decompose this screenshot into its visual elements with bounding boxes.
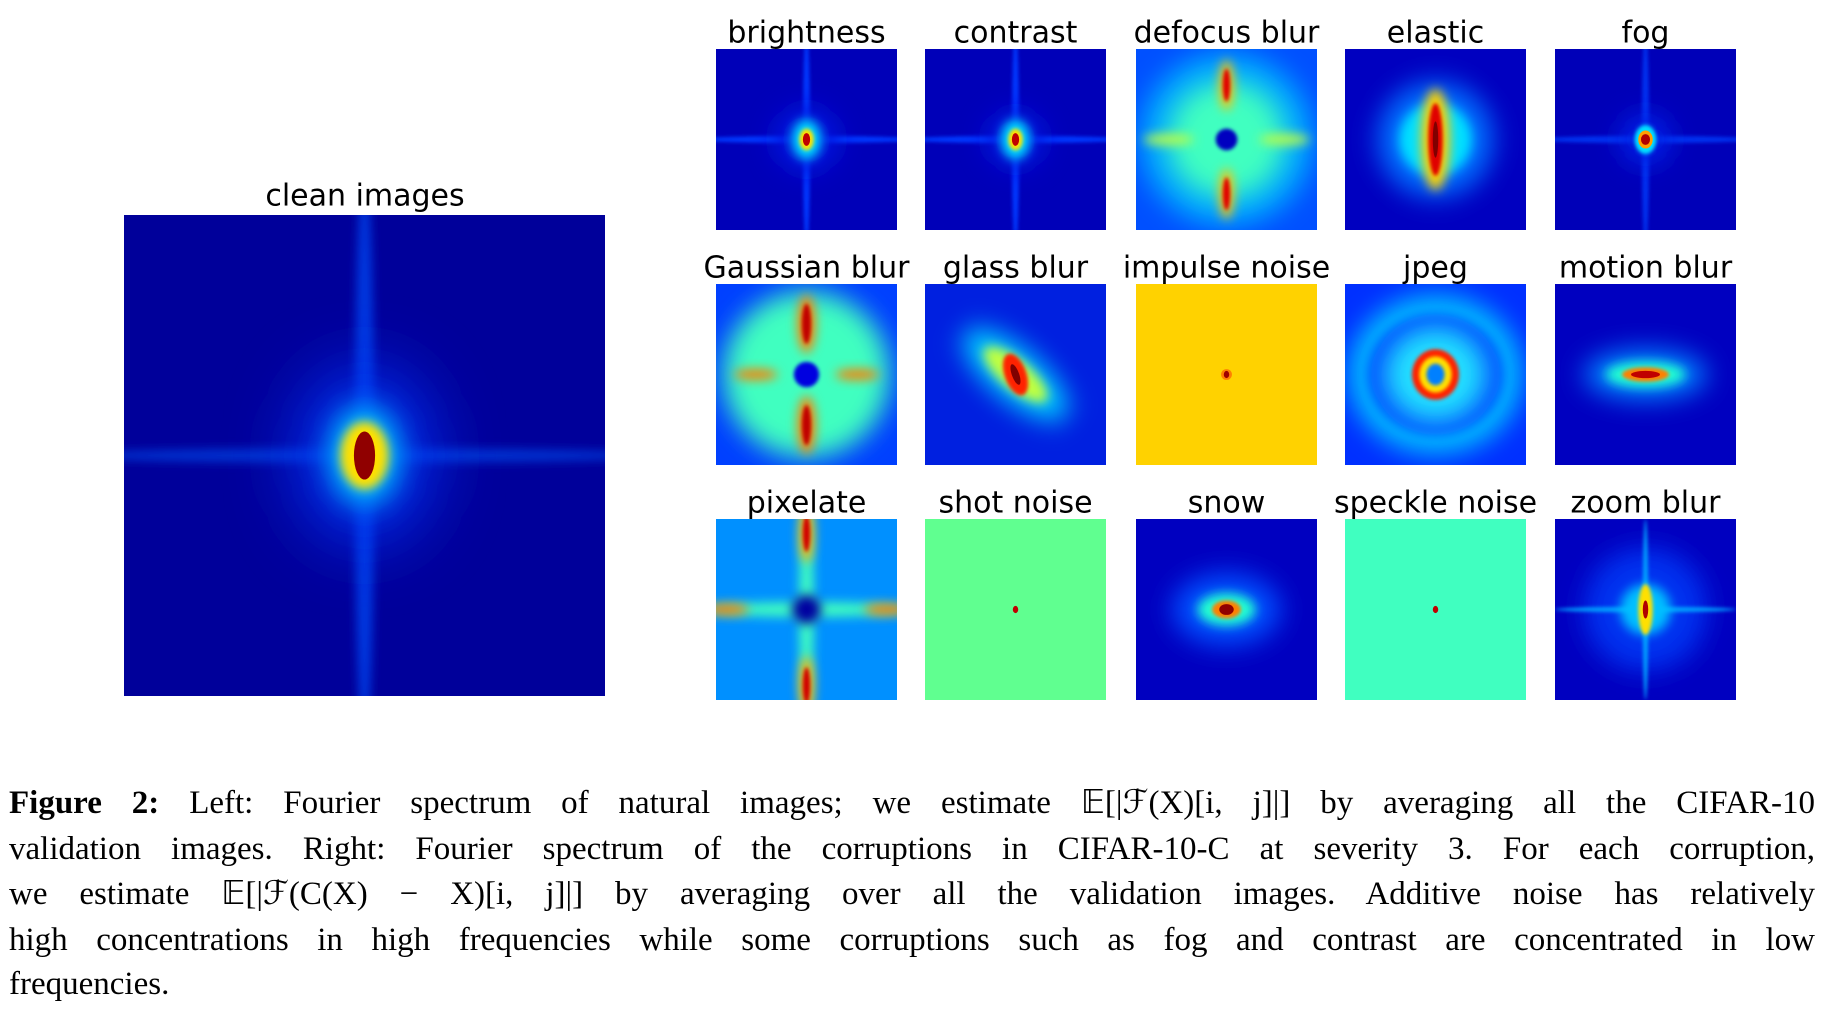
panel-spectrum	[1345, 49, 1526, 230]
heatmap-blob	[1432, 605, 1439, 614]
heatmap-blob	[1426, 363, 1445, 386]
heatmap-blob	[1012, 605, 1019, 614]
heatmap-blob	[801, 303, 812, 344]
panel-spectrum	[716, 519, 897, 700]
caption-line: high concentrations in high frequencies …	[9, 922, 1815, 958]
heatmap-blob	[1640, 134, 1651, 145]
heatmap-blob	[801, 405, 812, 446]
heatmap-blob	[1259, 134, 1310, 145]
heatmap-blob	[1222, 68, 1231, 102]
heatmap-blob	[1631, 370, 1660, 379]
panel-title: Gaussian blur	[704, 251, 911, 286]
panel-title: pixelate	[747, 486, 867, 521]
panel-spectrum	[1136, 284, 1317, 465]
figure: clean images brightness contrast defocus b…	[124, 16, 1736, 700]
panel-spectrum	[1345, 284, 1526, 465]
panel-spectrum	[1136, 519, 1317, 700]
caption-line: we estimate 𝔼[|ℱ(C(X) − X)[i, j]|] by av…	[9, 876, 1815, 912]
heatmap-blob	[1219, 604, 1234, 615]
heatmap-blob	[1010, 364, 1021, 385]
panel-spectrum	[1555, 49, 1736, 230]
heatmap-blob	[864, 604, 897, 615]
heatmap-blob	[734, 369, 778, 380]
heatmap-blob	[802, 133, 811, 146]
heatmap-blob	[1223, 370, 1230, 379]
caption-line: Figure 2: Left: Fourier spectrum of natu…	[9, 783, 1815, 823]
panel-title: snow	[1188, 486, 1266, 521]
panel-title: defocus blur	[1134, 16, 1320, 51]
panel-spectrum	[716, 284, 897, 465]
panel-spectrum	[716, 49, 897, 230]
heatmap-blob	[716, 604, 749, 615]
main-spectrum	[124, 215, 605, 696]
panel-title: motion blur	[1559, 251, 1733, 286]
panel-title: elastic	[1387, 16, 1484, 51]
heatmap-blob	[1143, 134, 1194, 145]
panel-spectrum	[1555, 519, 1736, 700]
heatmap-blob	[1011, 133, 1020, 146]
panel-title: jpeg	[1402, 251, 1468, 286]
panel-title: speckle noise	[1334, 486, 1537, 521]
panel-spectrum	[1555, 284, 1736, 465]
panel-title: brightness	[727, 16, 885, 51]
heatmap-blob	[802, 667, 811, 700]
heatmap-blob	[353, 431, 376, 480]
panel-spectrum	[1136, 49, 1317, 230]
caption-label: Figure 2:	[9, 785, 160, 821]
main-title: clean images	[265, 179, 464, 214]
panel-spectrum	[925, 49, 1106, 230]
caption-text: Left: Fourier spectrum of natural images…	[189, 785, 1815, 821]
panel-spectrum	[925, 519, 1106, 700]
heatmap-blob	[1432, 121, 1439, 158]
panel-title: contrast	[954, 16, 1078, 51]
panel-title: glass blur	[943, 251, 1089, 286]
heatmap-blob	[1215, 128, 1238, 151]
panel-spectrum	[1345, 519, 1526, 700]
heatmap-blob	[1642, 600, 1649, 619]
heatmap-blob	[792, 595, 821, 624]
panel-title: fog	[1622, 16, 1670, 51]
heatmap-blob	[793, 361, 820, 388]
heatmap-blob	[1222, 177, 1231, 211]
panel-title: zoom blur	[1571, 486, 1722, 521]
caption-line: validation images. Right: Fourier spectr…	[9, 831, 1815, 867]
panel-title: shot noise	[938, 486, 1092, 521]
caption-line: frequencies.	[9, 966, 170, 1002]
panel-title: impulse noise	[1123, 251, 1330, 286]
heatmap-blob	[802, 519, 811, 552]
panel-spectrum	[925, 284, 1106, 465]
heatmap-blob	[835, 369, 879, 380]
